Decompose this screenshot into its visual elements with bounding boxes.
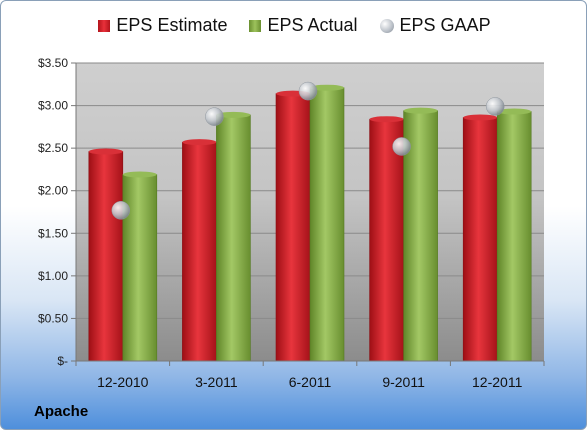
bar-eps-estimate — [462, 117, 498, 362]
bar-top-eps-actual — [122, 171, 157, 178]
bar-eps-actual — [403, 110, 438, 362]
bar-top-eps-actual — [216, 111, 251, 118]
bar-eps-estimate — [275, 93, 311, 362]
bar-top-eps-actual — [403, 107, 438, 114]
chart-legend: EPS Estimate EPS Actual EPS GAAP — [1, 15, 586, 36]
bar-eps-actual — [216, 114, 251, 362]
marker-eps-gaap — [111, 201, 131, 220]
y-tick-label: $1.00 — [38, 269, 68, 283]
legend-item-estimate: EPS Estimate — [98, 15, 227, 36]
bar-top-eps-actual — [310, 84, 344, 91]
y-tick-label: $3.50 — [38, 56, 68, 70]
y-tick-label: $0.50 — [38, 311, 68, 325]
legend-swatch-actual — [249, 19, 262, 32]
marker-eps-gaap — [485, 97, 505, 116]
x-tick-label: 9-2011 — [382, 374, 425, 390]
x-tick-label: 6-2011 — [289, 374, 332, 390]
bar-top-eps-estimate — [369, 116, 404, 123]
legend-item-actual: EPS Actual — [249, 15, 358, 36]
legend-swatch-gaap — [379, 18, 394, 33]
y-tick-label: $2.50 — [38, 141, 68, 155]
y-tick-label: $3.00 — [38, 99, 68, 113]
y-tick-label: $1.50 — [38, 226, 68, 240]
bar-eps-estimate — [369, 118, 404, 362]
bar-top-eps-estimate — [463, 114, 498, 121]
bar-eps-estimate — [88, 151, 124, 362]
company-name: Apache — [34, 403, 89, 420]
legend-label-gaap: EPS GAAP — [399, 15, 491, 35]
legend-label-actual: EPS Actual — [267, 15, 358, 35]
legend-label-estimate: EPS Estimate — [116, 15, 228, 35]
legend-swatch-estimate — [98, 19, 111, 32]
bar-eps-estimate — [182, 141, 217, 362]
y-axis: $- $0.50 $1.00 $1.50 $2.00 $2.50 $3.00 $3.50 — [38, 56, 77, 368]
y-tick-label: $2.00 — [38, 184, 68, 198]
bar-top-eps-estimate — [88, 148, 123, 155]
bar-top-eps-estimate — [182, 139, 217, 146]
y-tick-label: $- — [57, 354, 68, 368]
bar-eps-actual — [309, 87, 345, 362]
gaap-markers — [111, 81, 505, 220]
bar-eps-actual — [122, 174, 158, 362]
x-tick-label: 12-2010 — [97, 374, 149, 390]
x-tick-label: 12-2011 — [472, 374, 523, 390]
bar-eps-actual — [496, 111, 532, 362]
x-tick-label: 3-2011 — [195, 374, 238, 390]
x-axis: 12-2010 3-2011 6-2011 9-2011 12-2011 — [75, 360, 545, 390]
legend-item-gaap: EPS GAAP — [379, 15, 491, 36]
marker-eps-gaap — [298, 81, 318, 101]
marker-eps-gaap — [392, 137, 411, 156]
bar-top-eps-actual — [497, 108, 532, 115]
marker-eps-gaap — [205, 107, 224, 126]
bar-series — [88, 84, 532, 362]
